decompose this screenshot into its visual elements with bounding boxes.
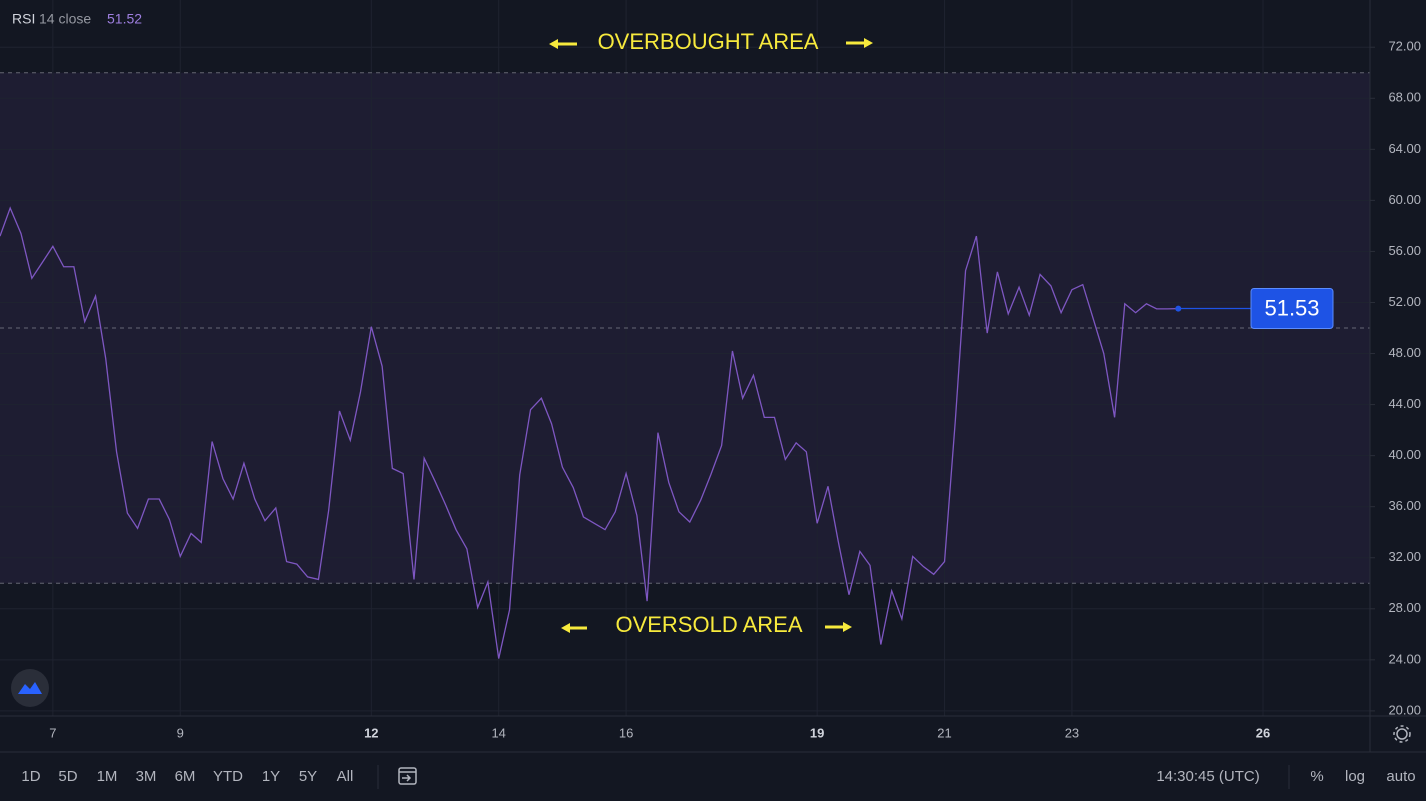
legend-params: 14 close <box>39 11 91 27</box>
last-point <box>1175 305 1182 312</box>
y-tick-label: 68.00 <box>1388 90 1421 105</box>
plot-area <box>0 0 1370 716</box>
range-button[interactable]: All <box>337 768 354 785</box>
y-tick-label: 60.00 <box>1388 192 1421 207</box>
x-tick-label: 9 <box>177 725 184 740</box>
range-button[interactable]: 3M <box>136 768 157 785</box>
x-tick-label: 21 <box>937 725 951 740</box>
x-tick-label: 7 <box>49 725 56 740</box>
x-tick-label: 19 <box>810 725 824 740</box>
price-label: 51.53 <box>1264 295 1319 320</box>
x-tick-label: 26 <box>1256 725 1270 740</box>
x-tick-label: 12 <box>364 725 378 740</box>
legend-name: RSI <box>12 11 35 27</box>
compare-icon[interactable] <box>398 767 417 785</box>
x-tick-label: 23 <box>1065 725 1079 740</box>
y-tick-label: 36.00 <box>1388 498 1421 513</box>
settings-icon[interactable] <box>1393 725 1411 743</box>
annotation: OVERSOLD AREA <box>615 612 802 637</box>
clock: 14:30:45 (UTC) <box>1156 768 1259 785</box>
y-tick-label: 32.00 <box>1388 549 1421 564</box>
auto-toggle[interactable]: auto <box>1386 768 1415 785</box>
y-tick-label: 44.00 <box>1388 396 1421 411</box>
range-button[interactable]: 5Y <box>299 768 317 785</box>
legend-value: 51.52 <box>107 11 142 27</box>
band <box>0 72 1370 584</box>
y-tick-label: 72.00 <box>1388 39 1421 54</box>
range-button[interactable]: 1D <box>21 768 40 785</box>
log-toggle[interactable]: log <box>1345 768 1365 785</box>
y-tick-label: 40.00 <box>1388 447 1421 462</box>
y-tick-label: 64.00 <box>1388 141 1421 156</box>
range-button[interactable]: 6M <box>175 768 196 785</box>
rsi-line <box>0 206 1179 659</box>
y-tick-label: 28.00 <box>1388 600 1421 615</box>
y-tick-label: 56.00 <box>1388 243 1421 258</box>
y-tick-label: 20.00 <box>1388 702 1421 717</box>
y-tick-label: 48.00 <box>1388 345 1421 360</box>
price-label-box <box>1250 287 1334 329</box>
x-tick-label: 16 <box>619 725 633 740</box>
y-tick-label: 24.00 <box>1388 651 1421 666</box>
range-button[interactable]: 1M <box>97 768 118 785</box>
logo <box>11 669 49 707</box>
x-tick-label: 14 <box>491 725 505 740</box>
annotation: OVERBOUGHT AREA <box>598 29 819 54</box>
range-button[interactable]: 5D <box>58 768 77 785</box>
range-button[interactable]: YTD <box>213 768 243 785</box>
annotation-arrows <box>549 38 873 633</box>
y-tick-label: 52.00 <box>1388 294 1421 309</box>
percent-toggle[interactable]: % <box>1310 768 1323 785</box>
range-button[interactable]: 1Y <box>262 768 280 785</box>
